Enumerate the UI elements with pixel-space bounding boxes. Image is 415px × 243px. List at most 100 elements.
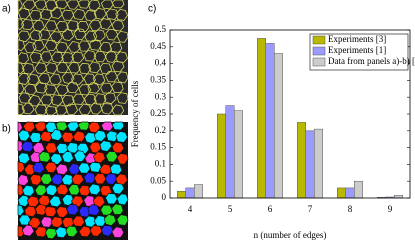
- y-tick-label: 0.3: [155, 91, 167, 101]
- cell: [111, 141, 125, 154]
- cell: [111, 226, 125, 238]
- cell-edge: [105, 28, 119, 41]
- cell-edge: [55, 104, 68, 116]
- cell: [93, 129, 107, 142]
- cell-edge: [72, 93, 85, 105]
- cell-edge: [111, 81, 124, 93]
- y-tick-label: 0.1: [155, 158, 166, 168]
- cell: [44, 142, 58, 154]
- cell-edge: [87, 82, 100, 94]
- cell: [17, 194, 31, 207]
- cell-edge: [17, 18, 25, 31]
- bar: [257, 38, 266, 199]
- cell: [116, 214, 129, 226]
- cell-edge: [111, 60, 125, 73]
- cell-edge: [67, 62, 81, 74]
- cell-edge: [17, 72, 31, 85]
- x-tick-label: 9: [388, 204, 393, 214]
- cell-edge: [77, 0, 91, 9]
- cell-edge: [83, 49, 97, 62]
- cell-edge: [17, 30, 31, 43]
- cell: [21, 141, 34, 153]
- cell: [93, 173, 107, 185]
- cell-edge: [100, 82, 114, 94]
- cell-edge: [99, 63, 113, 75]
- bar: [345, 187, 355, 199]
- cell-edge: [99, 18, 113, 31]
- cell: [71, 173, 85, 186]
- cell-edge: [44, 20, 58, 32]
- cell: [61, 173, 74, 186]
- cell: [17, 161, 26, 174]
- cell-edge: [29, 51, 43, 64]
- cell-edge: [39, 51, 53, 63]
- cell: [44, 206, 57, 217]
- y-tick-label: 0.4: [155, 58, 167, 68]
- cell-edge: [116, 30, 129, 43]
- cell-edge: [38, 29, 51, 41]
- cell: [44, 161, 58, 174]
- cell: [29, 131, 43, 143]
- cell: [34, 203, 48, 216]
- cell: [92, 195, 106, 208]
- cell-edge: [89, 39, 102, 51]
- cell-edge: [109, 41, 123, 53]
- bar: [354, 180, 363, 199]
- cell: [50, 153, 63, 165]
- cell: [73, 150, 87, 162]
- legend-box: [309, 33, 409, 71]
- cell-edge: [61, 51, 74, 64]
- bar: [225, 105, 235, 199]
- cell: [66, 204, 80, 216]
- cell: [109, 163, 123, 175]
- cell: [32, 162, 45, 174]
- panel-label: a): [2, 4, 11, 15]
- legend-swatch: [312, 57, 326, 67]
- bar: [177, 191, 186, 199]
- cell-edge: [99, 41, 112, 54]
- cell: [93, 215, 107, 227]
- x-tick-label: 6: [268, 204, 273, 214]
- bar: [394, 195, 403, 199]
- cell-edge: [111, 104, 125, 116]
- cell-edge: [115, 8, 129, 21]
- cell: [111, 121, 125, 131]
- cell-edge: [17, 62, 25, 75]
- cell: [55, 121, 68, 132]
- cell: [72, 215, 85, 227]
- cell-edge: [103, 91, 117, 105]
- cell-edge: [49, 73, 62, 86]
- cell-edge: [40, 94, 54, 106]
- cell-edge: [28, 94, 41, 107]
- cell: [106, 130, 119, 143]
- cell: [77, 121, 91, 131]
- cell-edge: [23, 41, 37, 54]
- y-tick-label: 0.15: [150, 142, 166, 152]
- cell-edge: [66, 0, 80, 10]
- cell: [17, 121, 23, 133]
- cell: [50, 129, 63, 141]
- cell-edge: [44, 105, 58, 116]
- cell-edge: [61, 28, 75, 42]
- cell: [51, 173, 64, 186]
- bar: [217, 113, 226, 199]
- y-axis-label: Frequency of cells: [130, 80, 140, 147]
- cell: [17, 140, 25, 153]
- legend-swatch: [312, 46, 326, 56]
- cell-edge: [78, 103, 92, 116]
- cell-edge: [50, 51, 64, 64]
- cell: [89, 225, 103, 237]
- bar: [337, 187, 346, 199]
- bar: [234, 110, 243, 199]
- cell-edge: [115, 51, 128, 64]
- cell: [55, 206, 69, 218]
- cell-edge: [24, 83, 37, 96]
- cell: [105, 151, 119, 163]
- cell: [22, 121, 36, 133]
- cell: [39, 130, 53, 143]
- cell-edge: [22, 0, 36, 11]
- cell-edge: [34, 0, 47, 10]
- cell: [17, 184, 25, 197]
- cell: [37, 194, 51, 207]
